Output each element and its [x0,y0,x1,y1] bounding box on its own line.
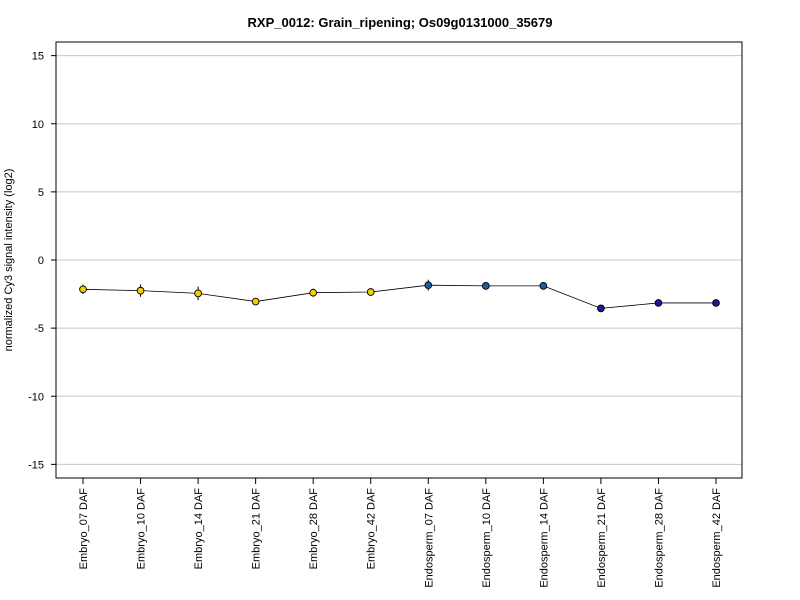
data-point [539,282,548,290]
y-tick-label: -15 [28,459,44,471]
data-point [79,285,87,294]
x-tick-label: Embryo_42 DAF [366,488,378,570]
x-tick-label: Endosperm_28 DAF [653,488,665,588]
data-point [309,288,318,297]
x-tick-label: Endosperm_21 DAF [596,488,608,588]
data-point [251,297,260,306]
x-tick-label: Embryo_10 DAF [136,488,148,570]
series-line [82,284,716,309]
x-axis: Embryo_07 DAF Embryo_10 DAF Embryo_14 DAF E… [78,478,723,588]
y-tick-label: 5 [38,187,44,199]
x-tick-label: Endosperm_42 DAF [711,488,723,588]
data-point [712,299,720,307]
y-tick-label: 15 [32,51,44,63]
grid-lines [56,55,742,465]
y-tick-label: 0 [38,255,44,267]
data-point [424,281,433,290]
x-tick-label: Endosperm_14 DAF [538,488,550,588]
y-tick-label: -10 [28,391,44,403]
x-tick-label: Embryo_21 DAF [251,488,263,570]
data-point [654,299,663,307]
series [79,279,720,313]
y-tick-label: 10 [32,119,44,131]
data-point [597,304,605,313]
y-axis: 15 10 5 0 -5 -10 -15 [28,51,56,471]
y-tick-label: -5 [34,323,44,335]
data-point [136,286,145,295]
x-tick-label: Endosperm_10 DAF [481,488,493,588]
x-tick-label: Embryo_14 DAF [193,488,205,570]
x-tick-label: Embryo_28 DAF [308,488,320,570]
plot-frame [55,41,743,479]
x-tick-label: Embryo_07 DAF [78,488,90,570]
y-axis-label: normalized Cy3 signal intensity (log2) [3,169,15,352]
data-point [366,288,375,296]
chart-title: RXP_0012: Grain_ripening; Os09g0131000_3… [248,15,553,30]
data-point [481,282,490,290]
x-tick-label: Endosperm_07 DAF [423,488,435,588]
data-point [194,289,202,298]
